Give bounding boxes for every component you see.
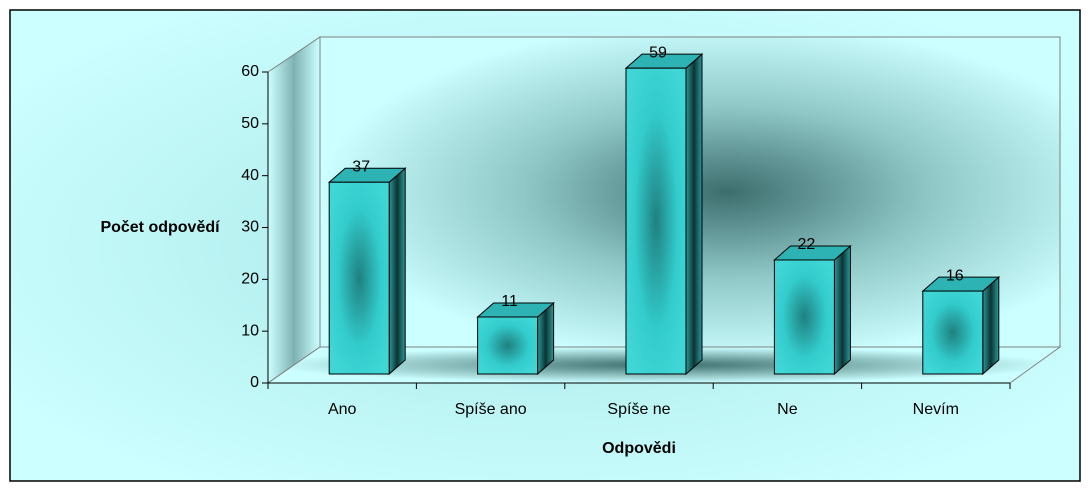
bar (328, 181, 390, 375)
x-tick-label: Ne (777, 401, 798, 418)
bar-side (982, 275, 1000, 376)
y-tick-label: 30 (241, 219, 259, 236)
y-tick-label: 50 (241, 115, 259, 132)
data-label: 37 (352, 158, 370, 175)
y-tick-label: 10 (241, 322, 259, 339)
data-label: 11 (501, 293, 518, 310)
bar-side (388, 167, 406, 376)
bar-side (685, 53, 703, 376)
x-tick-label: Spíše ano (455, 401, 527, 418)
x-tick-label: Nevím (913, 401, 959, 418)
y-tick-label: 60 (241, 63, 259, 80)
y-axis-label: Počet odpovědí (100, 219, 220, 236)
side-wall (267, 36, 321, 384)
x-tick-label: Ano (328, 401, 357, 418)
bar (922, 290, 984, 375)
bar (773, 259, 835, 375)
y-tick-label: 40 (241, 167, 259, 184)
bar (625, 67, 687, 375)
data-label: 22 (798, 236, 816, 253)
x-tick-label: Spíše ne (607, 401, 670, 418)
data-label: 59 (649, 44, 667, 61)
y-tick-label: 0 (250, 374, 259, 391)
x-axis-label: Odpovědi (602, 440, 676, 457)
y-tick-label: 20 (241, 271, 259, 288)
data-label: 16 (946, 267, 964, 284)
bar (477, 316, 539, 375)
bar-side (833, 244, 851, 376)
